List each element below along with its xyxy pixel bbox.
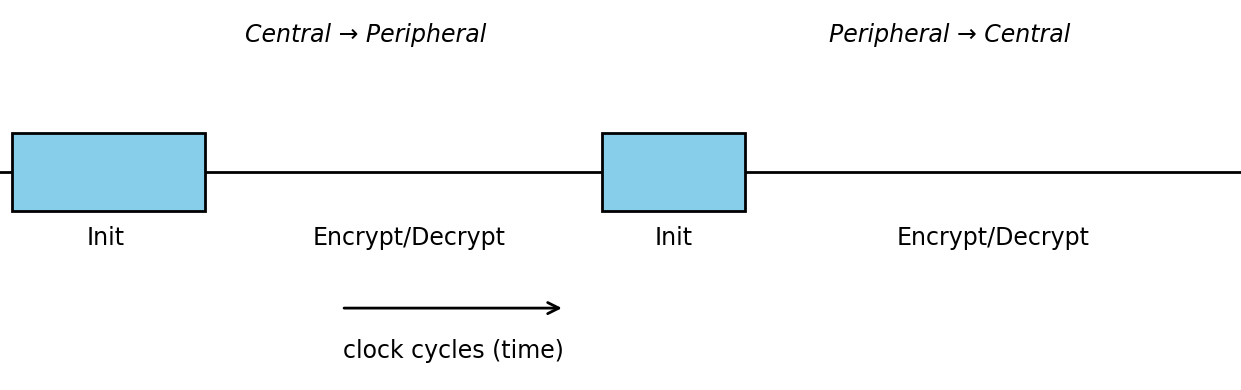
Text: Init: Init (87, 226, 124, 250)
Text: clock cycles (time): clock cycles (time) (343, 339, 563, 363)
Text: Encrypt/Decrypt: Encrypt/Decrypt (313, 226, 506, 250)
Bar (602, 133, 745, 211)
Text: Peripheral → Central: Peripheral → Central (829, 23, 1070, 47)
Text: Init: Init (655, 226, 692, 250)
Text: Encrypt/Decrypt: Encrypt/Decrypt (896, 226, 1090, 250)
Bar (12, 133, 205, 211)
Text: Central → Peripheral: Central → Peripheral (246, 23, 486, 47)
